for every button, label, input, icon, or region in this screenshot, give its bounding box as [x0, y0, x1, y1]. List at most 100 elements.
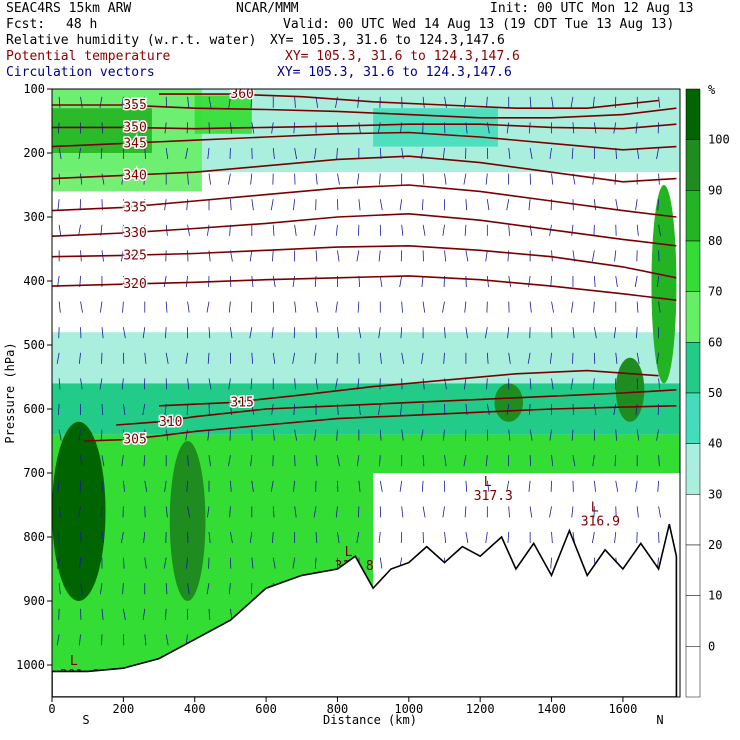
vector-arrow [187, 455, 189, 467]
vector-arrow [142, 608, 146, 620]
vector-arrow [101, 327, 104, 339]
vector-arrow [529, 301, 532, 313]
vector-arrow [144, 557, 147, 569]
field-theta-name: Potential temperature [6, 49, 171, 64]
vector-arrow [528, 480, 531, 492]
y-tick-label: 1000 [16, 658, 45, 672]
vector-arrow [101, 455, 105, 467]
vector-arrow [507, 531, 510, 544]
vector-arrow [57, 403, 60, 416]
vector-arrow [444, 250, 447, 262]
theta-label: 325 [123, 248, 146, 263]
vector-arrow [657, 199, 659, 211]
vector-arrow [272, 147, 275, 160]
x-tick-label: 600 [255, 702, 277, 716]
vector-arrow [313, 224, 317, 236]
vector-arrow [551, 455, 554, 467]
vector-arrow [251, 199, 254, 211]
theta-contour-355 [52, 104, 677, 119]
colorbar-level: 0 [708, 639, 715, 653]
vector-arrow [379, 199, 383, 211]
theta-contour-325 [52, 244, 677, 279]
colorbar-level: 80 [708, 234, 722, 248]
vector-arrow [401, 224, 404, 236]
vector-arrow [293, 122, 296, 134]
vector-arrow [101, 173, 105, 185]
vector-arrow [315, 96, 319, 108]
vector-arrow [336, 429, 338, 441]
vector-arrow [570, 96, 574, 108]
y-axis: 100 200 300 400 500 600 700 800 900 1000 [16, 82, 52, 672]
vector-arrow [464, 301, 467, 313]
colorbar-level: 10 [708, 589, 722, 603]
vector-arrow [250, 96, 253, 108]
vector-arrow [615, 429, 617, 441]
vector-arrow [422, 455, 425, 467]
vector-arrow [614, 455, 617, 467]
vector-arrow [508, 429, 511, 441]
vector-arrow [485, 250, 488, 262]
humidity-core [615, 357, 645, 422]
vector-arrow [122, 583, 124, 595]
vector-arrow [294, 378, 296, 390]
terrain-profile [52, 524, 678, 697]
vector-arrow [422, 301, 426, 313]
vector-arrow [250, 455, 253, 467]
vector-arrow [443, 352, 445, 364]
colorbar-segment [685, 595, 701, 647]
vector-arrow [337, 531, 340, 544]
vector-arrow [465, 199, 468, 211]
vector-arrow [122, 327, 126, 339]
vector-arrow [80, 301, 83, 313]
vector-arrow [144, 275, 147, 288]
vector-arrow [293, 199, 296, 211]
vector-arrow [78, 224, 81, 236]
vector-arrow [464, 224, 467, 236]
vector-arrow [121, 455, 124, 467]
x-tick-label: 0 [48, 702, 55, 716]
theta-contour-315 [158, 369, 659, 407]
vector-arrow [442, 224, 445, 236]
colorbar-segment [685, 544, 701, 596]
y-tick-label: 100 [23, 82, 45, 96]
field-rh-name: Relative humidity (w.r.t. water) [6, 33, 257, 48]
vector-arrow [485, 455, 488, 467]
vector-arrow [529, 506, 533, 518]
vector-arrow [549, 429, 552, 441]
vector-arrow [508, 224, 510, 236]
vector-arrow [186, 480, 188, 492]
vector-arrow [465, 327, 468, 339]
vector-arrow [315, 301, 319, 313]
vector-arrow [507, 327, 510, 339]
vector-arrow [207, 429, 210, 441]
vector-arrow [187, 96, 190, 108]
vector-arrow [357, 96, 360, 108]
vector-arrow [272, 531, 274, 544]
vector-arrow [591, 250, 595, 262]
theta-contour-350 [52, 123, 677, 130]
vector-arrow [572, 403, 575, 416]
vector-arrow [636, 301, 639, 313]
theta-contour-330 [52, 212, 677, 247]
vector-arrow [551, 378, 554, 390]
theta-label: 305 [123, 433, 146, 448]
colorbar-level: 30 [708, 487, 722, 501]
vector-arrow [421, 352, 424, 364]
vector-arrow [335, 224, 338, 236]
x-tick-label: 400 [184, 702, 206, 716]
vector-arrow [550, 557, 552, 569]
vector-arrow [486, 352, 489, 364]
vector-arrow [379, 173, 381, 185]
x-tick-label: 1000 [394, 702, 423, 716]
vector-arrow [292, 275, 296, 288]
vector-arrow [187, 378, 190, 390]
vector-arrow [357, 378, 360, 390]
theta-contour-305 [84, 405, 677, 442]
vector-arrow [122, 480, 125, 492]
vector-arrow [56, 634, 60, 646]
vector-arrow [100, 429, 103, 441]
vector-arrow [635, 480, 638, 492]
field-theta-xy: XY= 105.3, 31.6 to 124.3,147.6 [285, 49, 520, 64]
low-marker: L [70, 654, 78, 669]
vector-arrow [206, 583, 210, 595]
